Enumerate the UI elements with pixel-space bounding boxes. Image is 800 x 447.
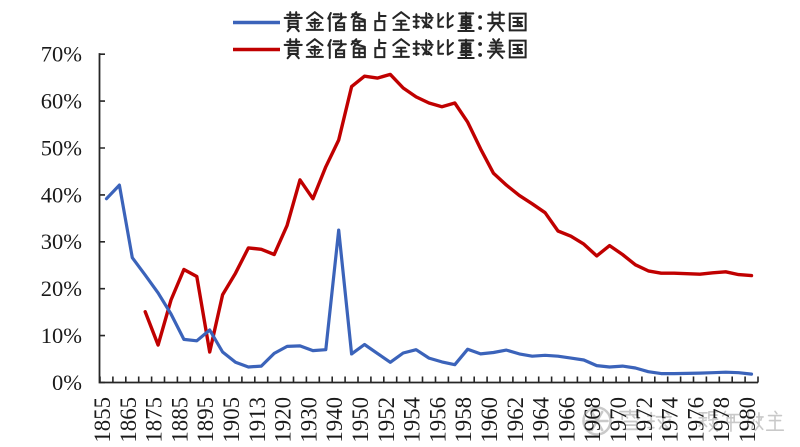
svg-text:1976: 1976 [683, 397, 708, 443]
svg-text:1865: 1865 [116, 397, 141, 443]
svg-text:40%: 40% [41, 182, 82, 207]
svg-text:1855: 1855 [90, 397, 115, 443]
svg-text:1968: 1968 [580, 397, 605, 443]
svg-text:70%: 70% [41, 42, 82, 67]
svg-text:1962: 1962 [503, 397, 528, 443]
svg-text:1970: 1970 [606, 397, 631, 443]
svg-text:1952: 1952 [374, 397, 399, 443]
svg-text:1980: 1980 [735, 397, 760, 443]
svg-text:1954: 1954 [400, 396, 425, 442]
svg-text:1978: 1978 [709, 397, 734, 443]
svg-text:1956: 1956 [425, 397, 450, 443]
svg-text:1966: 1966 [554, 397, 579, 443]
svg-text:1974: 1974 [658, 396, 683, 442]
svg-text:1875: 1875 [142, 397, 167, 443]
svg-text:1920: 1920 [271, 397, 296, 443]
svg-text:1913: 1913 [245, 397, 270, 443]
svg-text:1885: 1885 [167, 397, 192, 443]
svg-text:1958: 1958 [451, 397, 476, 443]
svg-text:1950: 1950 [348, 397, 373, 443]
svg-text:30%: 30% [41, 229, 82, 254]
svg-text:1940: 1940 [322, 397, 347, 443]
svg-text:1930: 1930 [296, 397, 321, 443]
svg-text:1905: 1905 [219, 397, 244, 443]
svg-text:10%: 10% [41, 323, 82, 348]
svg-text:50%: 50% [41, 135, 82, 160]
svg-text:60%: 60% [41, 89, 82, 114]
svg-text:1960: 1960 [477, 397, 502, 443]
svg-text:0%: 0% [52, 370, 82, 395]
svg-text:1895: 1895 [193, 397, 218, 443]
svg-text:1964: 1964 [529, 396, 554, 442]
svg-text:1972: 1972 [632, 397, 657, 443]
svg-text:20%: 20% [41, 276, 82, 301]
